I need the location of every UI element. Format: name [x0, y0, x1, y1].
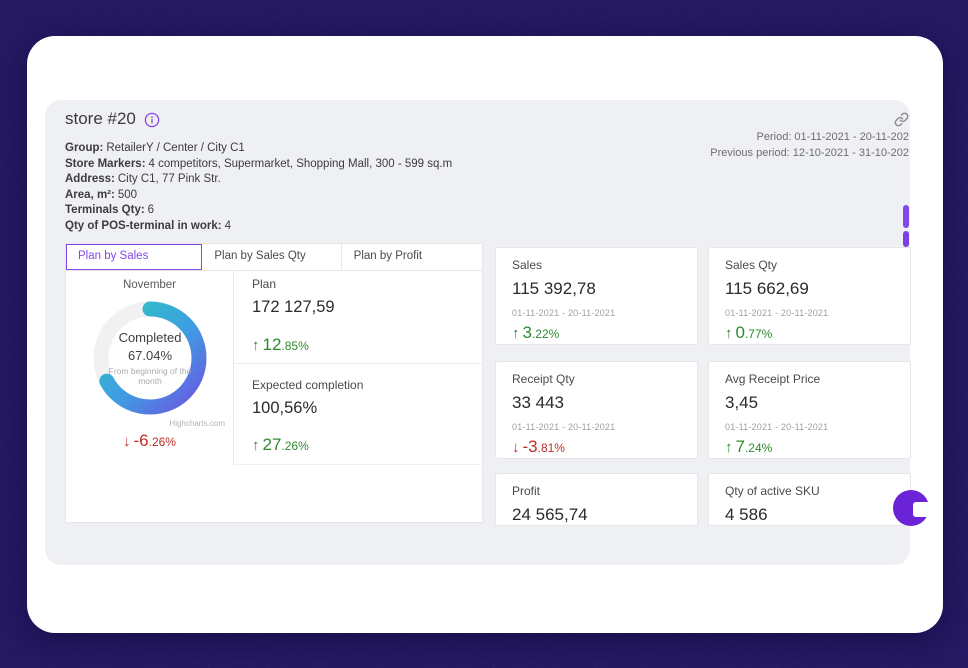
highcharts-credit[interactable]: Highcharts.com — [169, 419, 225, 428]
tab-plan-by-profit[interactable]: Plan by Profit — [341, 244, 482, 270]
completed-percent: 67.04% — [127, 348, 173, 363]
expected-value: 100,56% — [252, 399, 318, 417]
trend-arrow-icon: ↑ — [252, 437, 260, 454]
store-info-list: Group: RetailerY / Center / City C1 Store… — [65, 141, 452, 234]
scrollbar-thumb[interactable] — [903, 231, 909, 247]
card-period: 01-11-2021 - 20-11-2021 — [512, 308, 616, 318]
plan-kpi-box: Plan 172 127,59 ↑ 12.85% — [234, 271, 484, 364]
page-title: store #20 — [65, 109, 136, 128]
tab-plan-by-sales[interactable]: Plan by Sales — [66, 244, 203, 270]
donut-center-labels: Completed 67.04% From beginning of the m… — [91, 299, 209, 417]
store-info-row: Qty of POS-terminal in work: 4 — [65, 219, 231, 232]
metric-card-sales-qty: Sales Qty 115 662,69 01-11-2021 - 20-11-… — [708, 247, 911, 345]
period-label: Period: 01-11-2021 - 20-11-202 — [756, 131, 909, 143]
feedback-widget-button[interactable] — [893, 490, 930, 526]
store-info-row: Store Markers: 4 competitors, Supermarket… — [65, 157, 453, 170]
completion-delta: ↓ -6.26% — [123, 431, 176, 450]
trend-arrow-icon: ↑ — [252, 337, 260, 354]
expected-completion-box: Expected completion 100,56% ↑ 27.26% — [234, 364, 484, 465]
copy-link-icon[interactable] — [894, 112, 909, 127]
completion-donut-chart — [93, 301, 207, 415]
tab-plan-by-sales-qty[interactable]: Plan by Sales Qty — [202, 244, 342, 270]
completed-label: Completed — [118, 330, 182, 345]
app-window: store #20 Period: 01-11-2021 - 20-11-202… — [27, 36, 943, 633]
completed-caption: From beginning of the month — [108, 366, 192, 386]
trend-arrow-icon: ↓ — [123, 433, 131, 450]
trend-arrow-icon: ↑ — [725, 439, 733, 456]
metric-card-sales: Sales 115 392,78 01-11-2021 - 20-11-2021… — [495, 247, 698, 345]
store-info-row: Terminals Qty: 6 — [65, 204, 155, 216]
plan-panel: Plan by Sales Plan by Sales Qty Plan by … — [65, 243, 484, 523]
chart-title: November — [122, 279, 177, 291]
plan-tab-content: November — [66, 271, 484, 523]
store-info-row: Area, m²: 500 — [65, 188, 138, 201]
card-period: 01-11-2021 - 20-11-2021 — [512, 422, 616, 432]
card-delta: ↑ 7.24% — [725, 437, 773, 456]
store-info-row: Group: RetailerY / Center / City C1 — [65, 142, 245, 154]
card-delta: ↓ -3.81% — [512, 437, 565, 456]
previous-period-label: Previous period: 12-10-2021 - 31-10-202 — [710, 147, 909, 159]
store-dashboard-card: store #20 Period: 01-11-2021 - 20-11-202… — [45, 100, 911, 565]
card-delta: ↑ 3.22% — [512, 323, 560, 342]
metric-card-receipt-qty: Receipt Qty 33 443 01-11-2021 - 20-11-20… — [495, 361, 698, 459]
card-delta: ↑ 0.77% — [725, 323, 773, 342]
expected-label: Expected completion — [252, 378, 364, 392]
vertical-divider — [233, 271, 234, 465]
plan-value: 172 127,59 — [252, 298, 335, 316]
metric-card-avg-receipt-price: Avg Receipt Price 3,45 01-11-2021 - 20-1… — [708, 361, 911, 459]
plan-label: Plan — [252, 277, 277, 291]
trend-arrow-icon: ↑ — [725, 325, 733, 342]
plan-tabs: Plan by Sales Plan by Sales Qty Plan by … — [66, 244, 482, 271]
info-icon[interactable] — [144, 112, 160, 128]
store-info-row: Address: City C1, 77 Pink Str. — [65, 173, 221, 185]
scrollbar-thumb[interactable] — [903, 205, 909, 228]
metric-card-profit: Profit 24 565,74 — [495, 473, 698, 526]
trend-arrow-icon: ↓ — [512, 439, 520, 456]
feedback-widget-notch — [913, 502, 930, 517]
metric-card-qty-active-sku: Qty of active SKU 4 586 — [708, 473, 911, 526]
expected-delta: ↑ 27.26% — [252, 435, 309, 454]
card-period: 01-11-2021 - 20-11-2021 — [725, 422, 829, 432]
plan-delta: ↑ 12.85% — [252, 335, 309, 354]
completion-gauge-cell: November — [66, 271, 233, 523]
card-period: 01-11-2021 - 20-11-2021 — [725, 308, 829, 318]
trend-arrow-icon: ↑ — [512, 325, 520, 342]
